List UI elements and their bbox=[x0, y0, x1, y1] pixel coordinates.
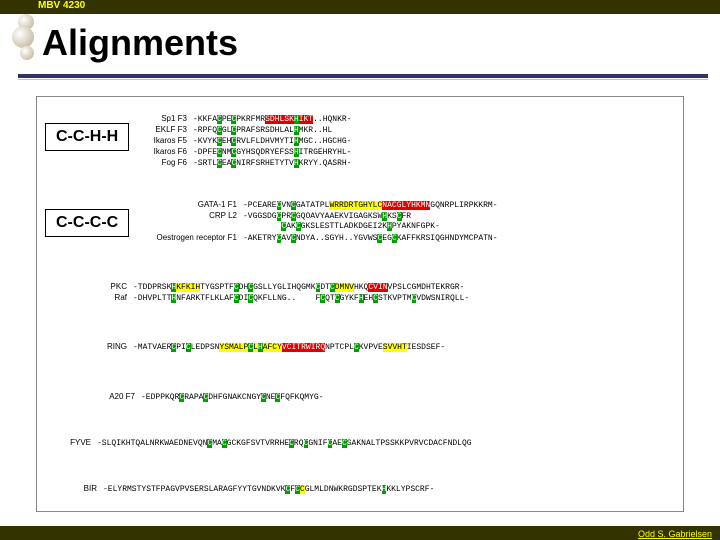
sequence-text: -KKFACPECPKRFMRSDHLSKHIKT..HQNKR- bbox=[193, 114, 352, 125]
sequence-row: A20 F7-EDPPKQRCRAPACDHFGNAKCNGYCNECFQFKQ… bbox=[103, 391, 324, 402]
alignment-block-4: RING-MATVAERCPICLEDPSNYSMALPCLHAFCYVCITR… bbox=[103, 341, 445, 352]
alignment-block-3: PKC-TDDPRSKHKFKIHTYGSPTFCDHCGSLLYGLIHQGM… bbox=[103, 281, 469, 303]
sequence-row: Ikaros F5-KVYKCEHCRVLFLDHVMYTIHMGC..HGCH… bbox=[145, 135, 352, 146]
title-divider bbox=[18, 74, 708, 80]
author-name: Odd S. Gabrielsen bbox=[638, 529, 712, 539]
sequence-label: Sp1 F3 bbox=[145, 113, 193, 124]
sequence-label: BIR bbox=[79, 483, 103, 494]
sequence-label: CRP L2 bbox=[145, 210, 243, 221]
alignment-block-7: BIR-ELYRMSTYSTFPAGVPVSERSLARAGFYYTGVNDKV… bbox=[79, 483, 434, 494]
sequence-label: Oestrogen receptor F1 bbox=[145, 232, 243, 243]
sequence-text: -RPFQCGLCPRAFSRSDHLALHMKR..HL bbox=[193, 125, 332, 136]
sequence-text: -PCEARECVNCGATATPLWRRDRTGHYLCNACGLYHKMNG… bbox=[243, 200, 498, 211]
sequence-row: FYVE-SLQIKHTQALNRKWAEDNEVQNCMACGCKGFSVTV… bbox=[67, 437, 472, 448]
sequence-row: PKC-TDDPRSKHKFKIHTYGSPTFCDHCGSLLYGLIHQGM… bbox=[103, 281, 469, 292]
alignment-frame: C-C-H-H C-C-C-C Sp1 F3-KKFACPECPKRFMRSDH… bbox=[36, 96, 684, 512]
alignment-block-1: Sp1 F3-KKFACPECPKRFMRSDHLSKHIKT..HQNKR-E… bbox=[145, 113, 352, 168]
sequence-row: EKLF F3-RPFQCGLCPRAFSRSDHLALHMKR..HL bbox=[145, 124, 352, 135]
sequence-label: RING bbox=[103, 341, 133, 352]
sequence-text: -EDPPKQRCRAPACDHFGNAKCNGYCNECFQFKQMYG- bbox=[141, 392, 324, 403]
sequence-row: RING-MATVAERCPICLEDPSNYSMALPCLHAFCYVCITR… bbox=[103, 341, 445, 352]
sequence-label: FYVE bbox=[67, 437, 97, 448]
page-title: Alignments bbox=[42, 22, 238, 64]
group-label-cccc: C-C-C-C bbox=[45, 209, 129, 237]
sequence-text: -ELYRMSTYSTFPAGVPVSERSLARAGFYYTGVNDKVKCF… bbox=[103, 484, 434, 495]
sequence-text: CAKCGKSLESTTLADKDGEI2KHPYAKNFGPK- bbox=[243, 221, 440, 232]
sequence-label: PKC bbox=[103, 281, 133, 292]
alignment-block-5: A20 F7-EDPPKQRCRAPACDHFGNAKCNGYCNECFQFKQ… bbox=[103, 391, 324, 402]
sequence-text: -MATVAERCPICLEDPSNYSMALPCLHAFCYVCITRWIRQ… bbox=[133, 342, 445, 353]
header-bar: MBV 4230 bbox=[0, 0, 720, 14]
sequence-row: Fog F6-SRTLCEACNIRFSRHETYTVHKRYY.QASRH- bbox=[145, 157, 352, 168]
sequence-row: CRP L2-VGGSDGCPRCGQOAVYAAEKVIGAGKSWHKSCF… bbox=[145, 210, 498, 221]
sequence-text: -AKETRYCAVCNDYA..SGYH..YGVWSCEGCKAFFKRSI… bbox=[243, 233, 498, 244]
sequence-label: EKLF F3 bbox=[145, 124, 193, 135]
sequence-text: -DPFECNMCGYHSQDRYEFSSHITRGEHRYHL- bbox=[193, 147, 351, 158]
sequence-row: CAKCGKSLESTTLADKDGEI2KHPYAKNFGPK- bbox=[145, 221, 498, 232]
sequence-text: -SRTLCEACNIRFSRHETYTVHKRYY.QASRH- bbox=[193, 158, 351, 169]
sequence-label: Ikaros F5 bbox=[145, 135, 193, 146]
group-label-cchh: C-C-H-H bbox=[45, 123, 129, 151]
sequence-label: A20 F7 bbox=[103, 391, 141, 402]
sequence-text: -TDDPRSKHKFKIHTYGSPTFCDHCGSLLYGLIHQGMKCD… bbox=[133, 282, 464, 293]
sequence-row: GATA-1 F1-PCEARECVNCGATATPLWRRDRTGHYLCNA… bbox=[145, 199, 498, 210]
alignment-block-6: FYVE-SLQIKHTQALNRKWAEDNEVQNCMACGCKGFSVTV… bbox=[67, 437, 472, 448]
sequence-row: BIR-ELYRMSTYSTFPAGVPVSERSLARAGFYYTGVNDKV… bbox=[79, 483, 434, 494]
sequence-row: Sp1 F3-KKFACPECPKRFMRSDHLSKHIKT..HQNKR- bbox=[145, 113, 352, 124]
sequence-text: -KVYKCEHCRVLFLDHVMYTIHMGC..HGCHG- bbox=[193, 136, 351, 147]
sequence-label: Fog F6 bbox=[145, 157, 193, 168]
sequence-label: Ikaros F6 bbox=[145, 146, 193, 157]
course-code: MBV 4230 bbox=[38, 0, 85, 11]
footer-bar: Odd S. Gabrielsen bbox=[0, 526, 720, 540]
sequence-label: GATA-1 F1 bbox=[145, 199, 243, 210]
sequence-text: -DHVPLTTHNFARKTFLKLAFCDICQKFLLNG.. FCQTC… bbox=[133, 293, 469, 304]
sequence-label: Raf bbox=[103, 292, 133, 303]
alignment-block-2: GATA-1 F1-PCEARECVNCGATATPLWRRDRTGHYLCNA… bbox=[145, 199, 498, 243]
decoration-spheres bbox=[14, 6, 42, 66]
sequence-text: -SLQIKHTQALNRKWAEDNEVQNCMACGCKGFSVTVRRHE… bbox=[97, 438, 472, 449]
sequence-row: Ikaros F6-DPFECNMCGYHSQDRYEFSSHITRGEHRYH… bbox=[145, 146, 352, 157]
sequence-row: Raf-DHVPLTTHNFARKTFLKLAFCDICQKFLLNG.. FC… bbox=[103, 292, 469, 303]
sequence-row: Oestrogen receptor F1-AKETRYCAVCNDYA..SG… bbox=[145, 232, 498, 243]
